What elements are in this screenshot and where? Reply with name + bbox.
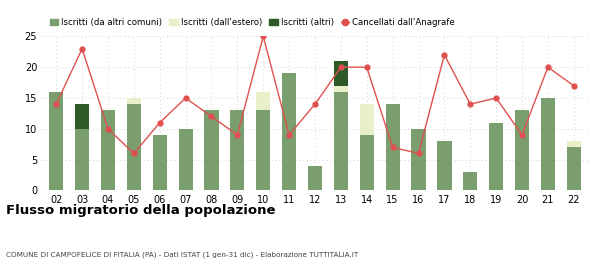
Bar [230, 110, 244, 190]
Bar [256, 110, 271, 190]
Bar [334, 86, 348, 92]
Bar [75, 129, 89, 190]
Bar [75, 104, 89, 129]
Bar [515, 110, 529, 190]
Bar [152, 135, 167, 190]
Bar [334, 61, 348, 86]
Bar [308, 166, 322, 190]
Bar [463, 172, 478, 190]
Bar [359, 135, 374, 190]
Bar [127, 98, 141, 104]
Bar [334, 92, 348, 190]
Bar [127, 104, 141, 190]
Bar [205, 110, 218, 190]
Bar [49, 92, 64, 190]
Legend: Iscritti (da altri comuni), Iscritti (dall'estero), Iscritti (altri), Cancellati: Iscritti (da altri comuni), Iscritti (da… [46, 15, 458, 31]
Bar [256, 92, 271, 110]
Bar [412, 129, 425, 190]
Bar [179, 129, 193, 190]
Bar [386, 104, 400, 190]
Bar [541, 98, 555, 190]
Bar [437, 141, 452, 190]
Text: COMUNE DI CAMPOFELICE DI FITALIA (PA) - Dati ISTAT (1 gen-31 dic) - Elaborazione: COMUNE DI CAMPOFELICE DI FITALIA (PA) - … [6, 252, 358, 258]
Bar [489, 123, 503, 190]
Bar [101, 110, 115, 190]
Bar [282, 73, 296, 190]
Bar [359, 104, 374, 135]
Bar [566, 147, 581, 190]
Text: Flusso migratorio della popolazione: Flusso migratorio della popolazione [6, 204, 275, 217]
Bar [566, 141, 581, 147]
